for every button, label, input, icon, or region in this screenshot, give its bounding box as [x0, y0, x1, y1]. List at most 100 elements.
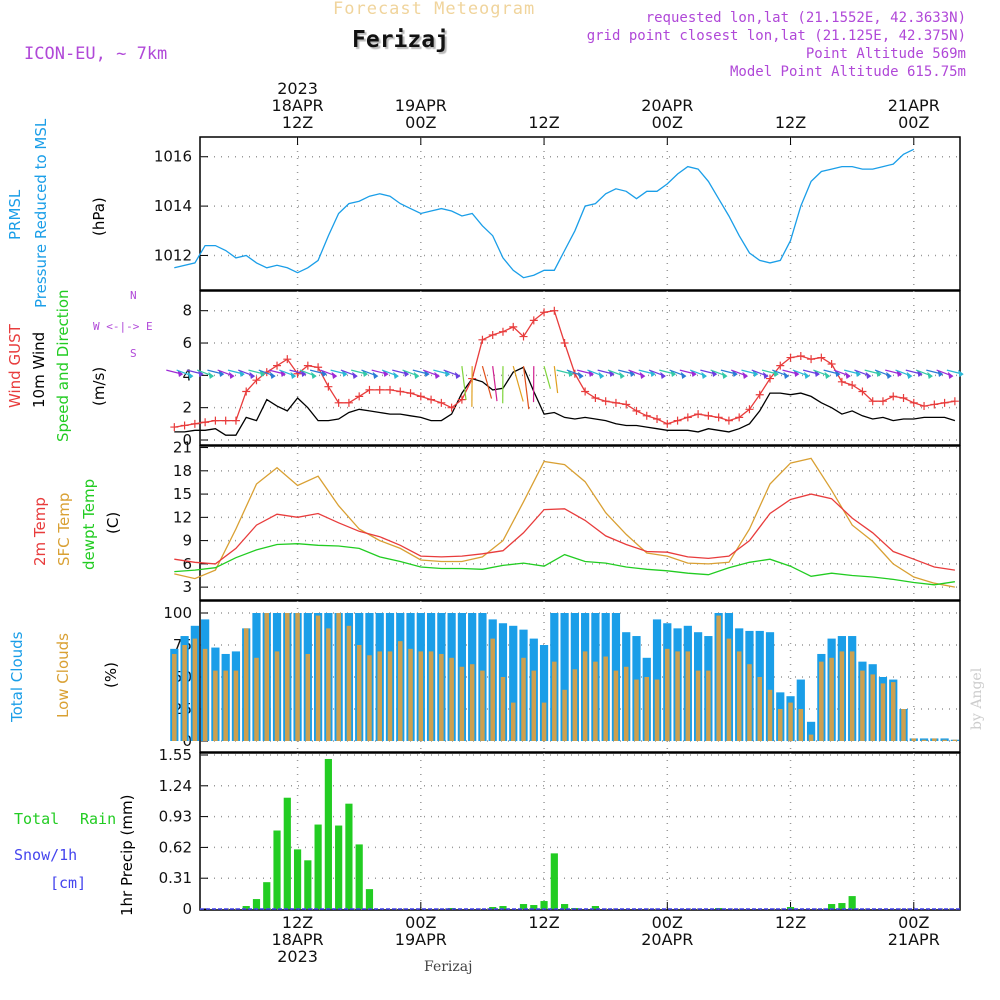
top-time-label: 00Z	[898, 113, 929, 132]
low-cloud-bar	[480, 670, 485, 741]
low-cloud-bar	[367, 655, 372, 741]
rain-bar	[263, 882, 271, 909]
gust-marker	[293, 369, 302, 378]
wind-arrow-head	[742, 371, 749, 379]
y-tick-label-2: 12	[173, 508, 192, 526]
gust-marker	[231, 416, 240, 425]
wind-arrow-head	[773, 369, 779, 377]
gust-marker	[314, 363, 323, 372]
wind-arrow-head	[824, 371, 831, 379]
low-cloud-bar	[665, 648, 670, 741]
sfc-temp-line	[174, 457, 956, 588]
wind-arrow-head	[177, 369, 184, 377]
low-cloud-bar	[572, 669, 578, 741]
y-tick-label-2: 3	[182, 578, 192, 596]
gust-marker	[560, 339, 569, 348]
low-cloud-bar	[346, 625, 352, 741]
dewpt-line	[174, 543, 955, 586]
gust-marker	[899, 393, 908, 402]
low-cloud-bar	[603, 656, 608, 741]
top-time-label: 12Z	[528, 113, 559, 132]
low-cloud-bar	[880, 683, 886, 741]
gust-marker	[180, 421, 189, 430]
low-cloud-bar	[223, 670, 228, 741]
wind-arrow-head	[917, 369, 923, 377]
wind-arrow-head	[711, 369, 718, 377]
y-tick-label-0: 1016	[154, 148, 192, 166]
low-cloud-bar	[932, 738, 937, 741]
gust-marker	[950, 397, 959, 406]
wind-arrow-head	[321, 369, 327, 377]
wind-arrow-head	[331, 371, 338, 379]
wind-arrow-head	[947, 371, 954, 379]
total-cloud-bar	[509, 625, 518, 741]
wind-arrow-head	[793, 369, 800, 377]
wind-arrow-head	[567, 369, 574, 377]
gust-marker	[344, 398, 353, 407]
gust-line	[174, 309, 955, 428]
gust-marker	[457, 395, 466, 404]
low-cloud-bar	[172, 653, 177, 741]
y-tick-label-2: 9	[182, 532, 192, 550]
bottom-time-label: 21APR	[888, 930, 940, 949]
rain-bar	[591, 906, 599, 909]
low-cloud-bar	[808, 734, 814, 741]
gust-marker	[365, 385, 374, 394]
wind-arrow	[522, 366, 530, 410]
low-cloud-bar	[675, 651, 680, 741]
rain-bar	[561, 904, 569, 909]
y-tick-label-4: 0.93	[159, 808, 192, 826]
gust-marker	[930, 400, 939, 409]
gust-marker	[653, 414, 662, 423]
low-cloud-bar	[264, 613, 270, 741]
gust-marker	[724, 416, 733, 425]
y-tick-label-1: 4	[182, 366, 192, 384]
top-time-label: 12Z	[282, 113, 313, 132]
gust-marker	[416, 392, 425, 401]
rain-bar	[242, 906, 250, 909]
y-tick-label-4: 1.55	[159, 746, 192, 764]
low-cloud-bar	[315, 615, 321, 741]
gust-marker	[776, 361, 785, 370]
gust-marker	[201, 418, 210, 427]
wind-arrow-head	[721, 371, 728, 379]
header-title: Forecast Meteogram	[333, 0, 536, 19]
low-cloud-bar	[490, 638, 495, 741]
gust-marker	[673, 416, 682, 425]
total-cloud-bar	[539, 645, 549, 741]
model-altitude: Model Point Altitude 615.75m	[729, 64, 966, 80]
total-cloud-bar	[560, 613, 569, 741]
gust-marker	[694, 410, 703, 419]
low-cloud-bar	[541, 702, 547, 741]
bottom-time-label: 20APR	[641, 930, 693, 949]
y-tick-label-2: 15	[173, 485, 192, 503]
bottom-time-label: 00Z	[405, 913, 436, 932]
gust-marker	[242, 387, 251, 396]
wind-arrow-head	[198, 369, 204, 377]
gust-marker	[940, 398, 949, 407]
rain-bar	[786, 907, 795, 909]
wind-arrow-head	[855, 369, 862, 377]
wind-arrow-head	[619, 371, 625, 379]
rain-bar	[489, 907, 497, 909]
gust-marker	[878, 397, 887, 406]
gust-marker	[827, 360, 836, 369]
rain-bar	[335, 825, 343, 909]
low-cloud-bar	[377, 651, 382, 741]
gust-marker	[632, 406, 641, 415]
wind-arrow-head	[639, 371, 646, 379]
rain-bar	[530, 905, 538, 909]
wind-arrow	[543, 365, 551, 389]
wind-arrow-head	[362, 369, 369, 377]
pressure-line	[174, 148, 915, 279]
gust-marker	[273, 361, 282, 370]
y-tick-label-1: 2	[182, 399, 192, 417]
panel-frame-2	[199, 445, 961, 601]
wind-arrow	[553, 366, 559, 394]
wind-arrow-head	[875, 369, 882, 377]
panel-frame-0	[199, 136, 961, 291]
gust-marker	[591, 393, 600, 402]
low-cloud-bar	[685, 651, 691, 741]
low-cloud-bar	[449, 657, 454, 741]
low-cloud-bar	[747, 664, 752, 741]
